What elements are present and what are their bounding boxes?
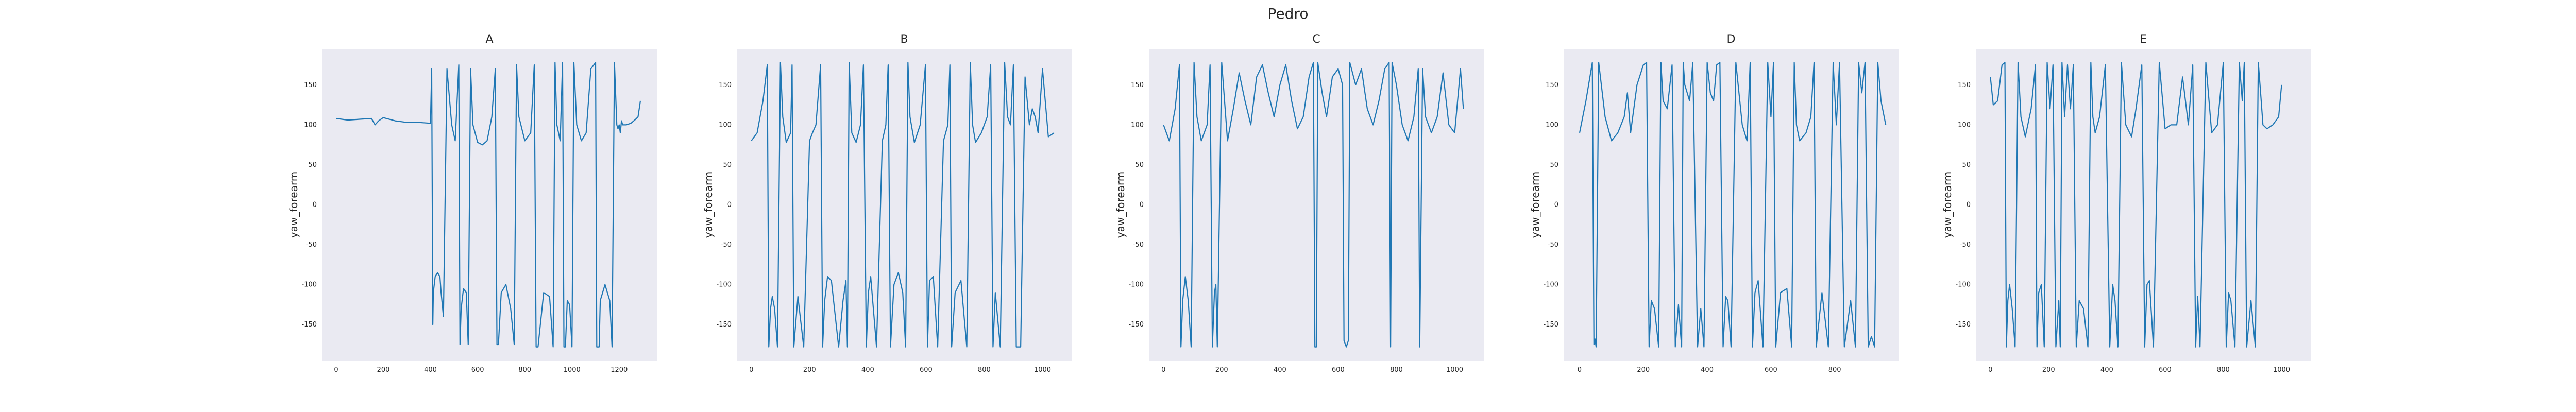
x-tick-label: 200	[2042, 366, 2055, 374]
y-axis-label: yaw_forearm	[703, 171, 715, 238]
x-tick-label: 0	[1578, 366, 1582, 374]
y-tick-label: 100	[1958, 121, 1971, 129]
y-tick-label: 50	[1135, 161, 1144, 169]
y-tick-label: 50	[1962, 161, 1971, 169]
y-axis-label: yaw_forearm	[1115, 171, 1127, 238]
plot-area	[1564, 49, 1899, 360]
y-tick-label: 50	[308, 161, 317, 169]
series-line	[336, 62, 641, 348]
y-tick-label: -50	[306, 241, 317, 249]
y-tick-label: -50	[1133, 241, 1144, 249]
y-tick-label: 100	[1131, 121, 1144, 129]
x-tick-label: 800	[978, 366, 991, 374]
subplot-title: E	[2140, 33, 2147, 46]
y-tick-label: 150	[1131, 81, 1144, 89]
x-tick-label: 1000	[2273, 366, 2290, 374]
y-tick-label: 0	[313, 201, 317, 209]
y-tick-label: -150	[301, 321, 317, 329]
y-tick-label: 0	[1967, 201, 1971, 209]
y-tick-label: 100	[1546, 121, 1558, 129]
x-tick-label: 800	[2217, 366, 2230, 374]
y-tick-label: -100	[1543, 281, 1558, 289]
y-tick-label: -100	[1955, 281, 1971, 289]
subplot-title: B	[900, 33, 908, 46]
y-tick-label: 150	[1958, 81, 1971, 89]
y-axis-label: yaw_forearm	[1942, 171, 1954, 238]
y-tick-label: -50	[1960, 241, 1971, 249]
y-tick-label: -100	[716, 281, 732, 289]
x-tick-label: 0	[1161, 366, 1165, 374]
y-tick-label: -50	[721, 241, 732, 249]
x-tick-label: 600	[471, 366, 484, 374]
x-tick-label: 400	[1701, 366, 1714, 374]
y-tick-label: 0	[1554, 201, 1558, 209]
x-tick-label: 200	[803, 366, 816, 374]
subplot-title: D	[1727, 33, 1736, 46]
y-tick-label: 100	[719, 121, 732, 129]
y-axis-label: yaw_forearm	[1530, 171, 1541, 238]
x-tick-label: 1000	[564, 366, 581, 374]
y-tick-label: 0	[1140, 201, 1144, 209]
y-tick-label: 150	[719, 81, 732, 89]
x-tick-label: 200	[377, 366, 390, 374]
y-tick-label: 100	[304, 121, 317, 129]
x-tick-label: 600	[1765, 366, 1777, 374]
y-tick-label: -100	[1128, 281, 1144, 289]
x-tick-label: 400	[2100, 366, 2113, 374]
x-tick-label: 0	[749, 366, 753, 374]
x-tick-label: 800	[1828, 366, 1841, 374]
x-tick-label: 0	[334, 366, 338, 374]
x-tick-label: 800	[1390, 366, 1403, 374]
y-tick-label: -50	[1548, 241, 1558, 249]
y-tick-label: -150	[1955, 321, 1971, 329]
x-tick-label: 400	[424, 366, 437, 374]
x-tick-label: 200	[1637, 366, 1650, 374]
y-tick-label: -150	[716, 321, 732, 329]
subplot-title: C	[1312, 33, 1320, 46]
x-tick-label: 0	[1988, 366, 1992, 374]
y-tick-label: 150	[304, 81, 317, 89]
x-tick-label: 600	[1332, 366, 1345, 374]
x-tick-label: 200	[1215, 366, 1228, 374]
x-tick-label: 1200	[611, 366, 628, 374]
y-tick-label: 50	[1550, 161, 1558, 169]
y-tick-label: 50	[723, 161, 732, 169]
x-tick-label: 1000	[1446, 366, 1463, 374]
x-tick-label: 400	[1274, 366, 1286, 374]
y-tick-label: -150	[1543, 321, 1558, 329]
x-tick-label: 1000	[1034, 366, 1051, 374]
y-tick-label: -100	[301, 281, 317, 289]
y-tick-label: -150	[1128, 321, 1144, 329]
series-line	[1990, 62, 2282, 348]
x-tick-label: 800	[518, 366, 531, 374]
plot-area	[322, 49, 657, 360]
figure-title: Pedro	[1267, 5, 1309, 22]
x-tick-label: 600	[2159, 366, 2172, 374]
y-axis-label: yaw_forearm	[289, 171, 300, 238]
subplot-title: A	[485, 33, 493, 46]
x-tick-label: 400	[861, 366, 874, 374]
series-line	[751, 62, 1055, 348]
y-tick-label: 0	[727, 201, 732, 209]
y-tick-label: 150	[1546, 81, 1558, 89]
x-tick-label: 600	[920, 366, 933, 374]
series-line	[1163, 62, 1464, 348]
series-line	[1579, 62, 1887, 348]
